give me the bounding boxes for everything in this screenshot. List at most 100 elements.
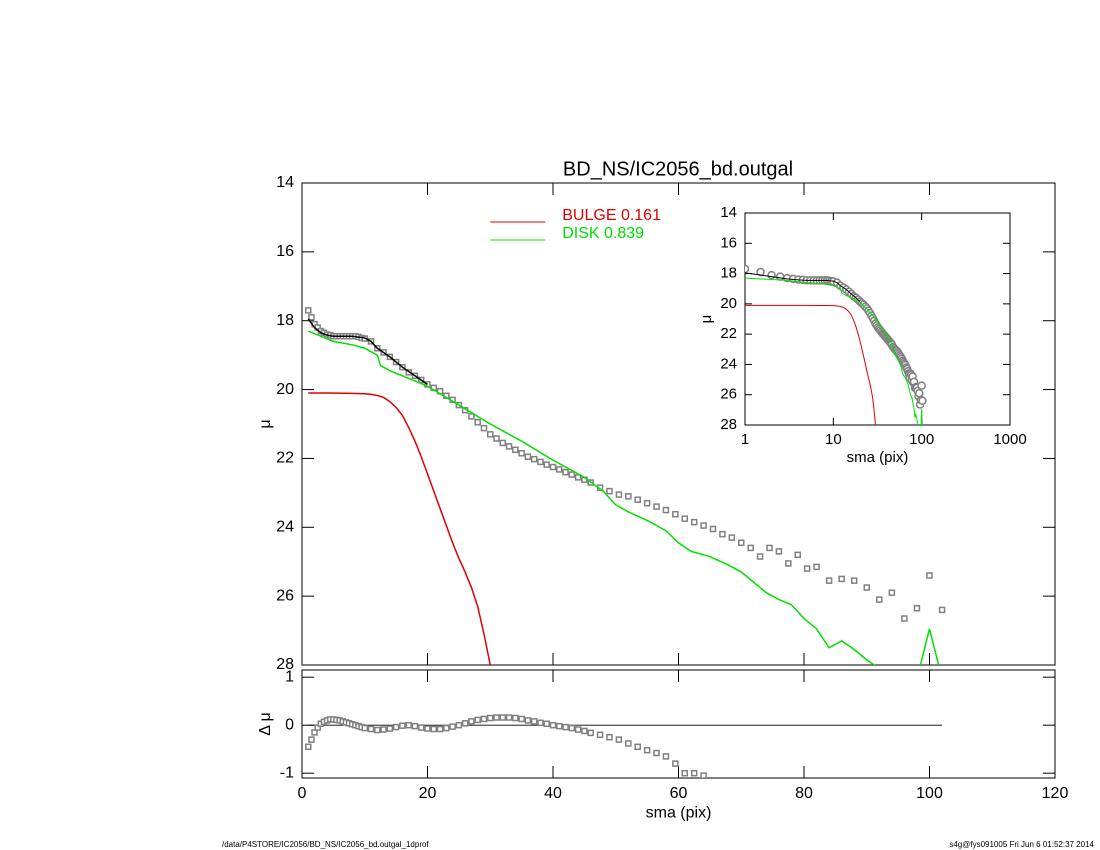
residual-point bbox=[556, 722, 563, 730]
data-point bbox=[606, 487, 613, 495]
data-point bbox=[681, 515, 689, 522]
data-point bbox=[745, 264, 750, 274]
y-axis-label: μ bbox=[257, 419, 274, 428]
data-point bbox=[775, 272, 785, 281]
y-tick-label: 14 bbox=[720, 204, 737, 221]
data-point bbox=[474, 419, 481, 426]
residual-point bbox=[672, 760, 679, 767]
plot-frame bbox=[744, 212, 1011, 426]
data-point bbox=[728, 534, 736, 541]
residual-point bbox=[505, 714, 513, 721]
data-point bbox=[505, 443, 513, 450]
residual-point bbox=[568, 724, 576, 732]
residual-point bbox=[615, 736, 623, 743]
x-tick-label: 0 bbox=[298, 785, 307, 802]
x-tick-label: 20 bbox=[419, 785, 437, 802]
data-point bbox=[913, 604, 921, 612]
data-point bbox=[493, 435, 500, 442]
data-point bbox=[487, 431, 494, 438]
data-point bbox=[305, 307, 312, 314]
data-point bbox=[518, 450, 525, 457]
x-tick-label: 120 bbox=[1042, 785, 1069, 802]
data-point bbox=[938, 606, 946, 614]
residual-point bbox=[662, 753, 670, 760]
residual-point bbox=[487, 714, 494, 722]
y-tick-label: 14 bbox=[276, 174, 294, 191]
x-tick-label: 100 bbox=[916, 785, 943, 802]
residual-point bbox=[537, 719, 544, 727]
legend-label: BULGE 0.161 bbox=[562, 207, 661, 224]
series-line bbox=[745, 272, 861, 302]
residual-point bbox=[690, 769, 698, 777]
data-point bbox=[813, 563, 820, 571]
data-point bbox=[568, 471, 576, 478]
series-line bbox=[307, 330, 940, 665]
residual-point bbox=[634, 743, 641, 751]
footer-right: s4g@fys091005 Fri Jun 6 01:52:37 2014 bbox=[949, 840, 1094, 849]
data-point bbox=[803, 565, 811, 572]
data-point bbox=[308, 314, 315, 321]
chart-title: BD_NS/IC2056_bd.outgal bbox=[563, 158, 793, 180]
y-tick-label: 20 bbox=[720, 295, 737, 312]
residual-point bbox=[574, 726, 582, 733]
residual-point bbox=[625, 740, 632, 747]
data-point bbox=[653, 503, 660, 510]
data-point bbox=[690, 518, 698, 526]
data-point bbox=[562, 468, 569, 476]
residual-point bbox=[606, 733, 613, 741]
y-tick-label: -1 bbox=[280, 764, 294, 781]
residual-point bbox=[430, 725, 438, 733]
x-axis-label: sma (pix) bbox=[847, 449, 909, 466]
residual-point bbox=[367, 725, 375, 733]
residual-point bbox=[468, 718, 475, 725]
residual-point bbox=[436, 725, 444, 733]
residual-point bbox=[455, 721, 463, 729]
y-tick-label: 16 bbox=[720, 234, 737, 251]
x-tick-label: 100 bbox=[909, 431, 934, 448]
data-point bbox=[926, 572, 933, 579]
legend-label: DISK 0.839 bbox=[562, 225, 644, 242]
series-line bbox=[745, 304, 876, 425]
residual-point bbox=[405, 721, 412, 729]
data-point bbox=[468, 413, 475, 420]
y-tick-label: 0 bbox=[285, 716, 294, 733]
series-line bbox=[745, 277, 923, 425]
residual-point bbox=[549, 721, 557, 729]
residual-point bbox=[308, 736, 315, 743]
data-point bbox=[775, 548, 783, 555]
y-tick-label: 24 bbox=[276, 519, 294, 536]
residual-point bbox=[499, 714, 507, 721]
residual-point bbox=[480, 715, 488, 723]
data-point bbox=[738, 539, 745, 547]
residual-point bbox=[443, 724, 450, 732]
y-tick-label: 20 bbox=[276, 381, 294, 398]
residual-point bbox=[596, 731, 604, 739]
residual-point bbox=[392, 723, 400, 731]
data-point bbox=[901, 615, 908, 622]
data-point bbox=[625, 493, 632, 500]
data-point bbox=[543, 461, 550, 468]
residual-point bbox=[524, 717, 532, 724]
data-point bbox=[574, 474, 582, 481]
residual-point bbox=[493, 714, 500, 721]
data-point bbox=[634, 496, 641, 503]
y-axis-label: Δ μ bbox=[257, 712, 274, 735]
y-tick-label: 26 bbox=[276, 587, 294, 604]
data-point bbox=[767, 270, 776, 280]
series-line bbox=[308, 392, 491, 665]
y-tick-label: 28 bbox=[720, 416, 737, 433]
residual-point bbox=[530, 718, 538, 725]
data-point bbox=[719, 530, 726, 538]
plot-area bbox=[745, 264, 927, 425]
data-point bbox=[530, 455, 538, 463]
data-point bbox=[499, 439, 507, 447]
x-tick-label: 60 bbox=[670, 785, 688, 802]
data-point bbox=[556, 466, 563, 473]
residual-point bbox=[461, 720, 469, 727]
residual-point bbox=[518, 715, 525, 723]
plot-area bbox=[305, 307, 946, 665]
x-tick-label: 10 bbox=[825, 431, 842, 448]
x-tick-label: 1 bbox=[741, 431, 749, 448]
data-point bbox=[700, 522, 707, 529]
residual-point bbox=[411, 722, 419, 730]
